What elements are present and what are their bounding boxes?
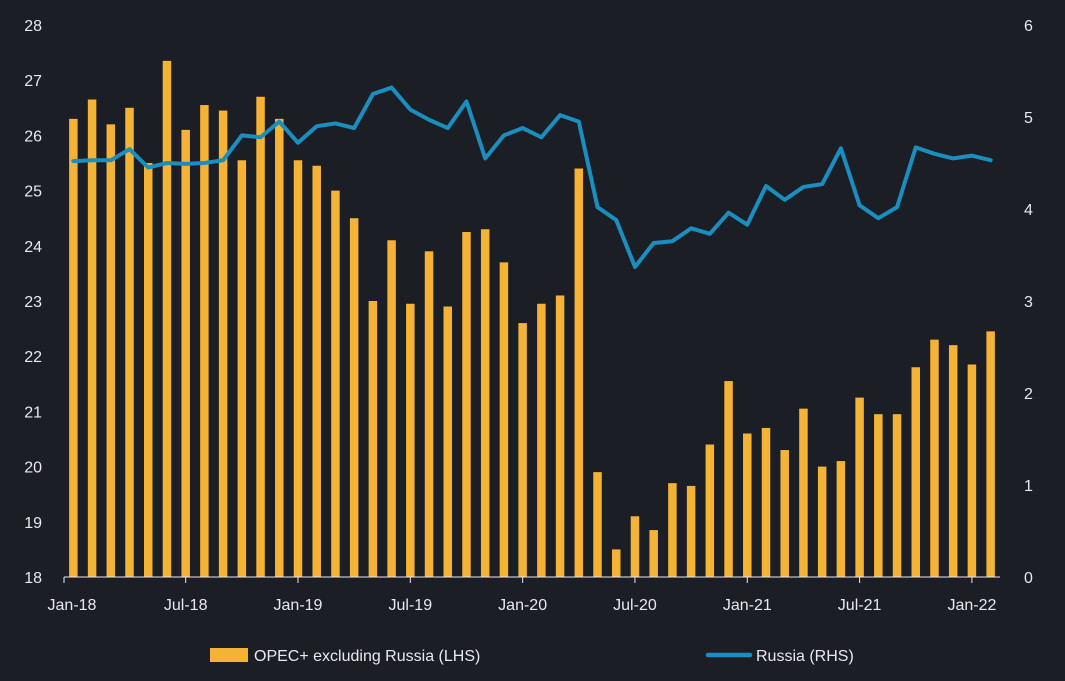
y-left-tick-label: 27 <box>24 73 42 90</box>
y-left-tick-label: 26 <box>24 128 42 145</box>
bar <box>87 99 97 578</box>
bar <box>743 433 752 577</box>
bar <box>686 485 696 577</box>
bar <box>948 345 958 577</box>
bar <box>200 105 209 577</box>
y-left-tick-label: 19 <box>24 515 42 532</box>
bar <box>668 483 677 577</box>
bar <box>574 168 584 577</box>
bar <box>611 549 621 577</box>
bar <box>181 129 190 577</box>
bar <box>143 163 153 577</box>
bar <box>986 331 995 577</box>
y-left-tick-label: 24 <box>24 239 42 256</box>
x-tick-label: Jan-18 <box>48 597 97 614</box>
bar <box>331 190 340 577</box>
bar <box>406 303 415 577</box>
bar <box>480 229 490 578</box>
line-series <box>71 85 993 269</box>
bar <box>724 381 733 577</box>
bar <box>911 367 921 577</box>
y-left-tick-label: 20 <box>24 460 42 477</box>
bar <box>125 107 134 578</box>
y-left-tick-label: 23 <box>24 294 42 311</box>
bar <box>930 339 939 577</box>
bar <box>630 516 640 577</box>
bar <box>649 530 658 577</box>
y-left-tick-label: 28 <box>24 18 42 35</box>
bar <box>855 397 864 577</box>
y-right-tick-label: 2 <box>1024 386 1033 403</box>
y-left-tick-label: 25 <box>24 184 42 201</box>
bar <box>537 303 546 577</box>
y-left-tick-label: 21 <box>24 404 42 421</box>
legend: OPEC+ excluding Russia (LHS) Russia (RHS… <box>210 648 854 665</box>
bar <box>312 165 321 577</box>
bar <box>555 295 565 577</box>
y-right-tick-label: 1 <box>1024 478 1033 495</box>
x-tick-label: Jan-22 <box>947 597 996 614</box>
bar <box>462 232 471 577</box>
bar <box>499 262 509 577</box>
x-tick-label: Jul-19 <box>389 597 433 614</box>
bar <box>780 450 789 577</box>
x-tick-label: Jul-18 <box>164 597 208 614</box>
y-left-tick-label: 22 <box>24 349 42 366</box>
y-right-tick-label: 0 <box>1024 570 1033 587</box>
bar <box>836 461 846 577</box>
bar <box>761 427 771 577</box>
bar <box>874 414 883 577</box>
x-tick-label: Jul-21 <box>838 597 882 614</box>
bar <box>443 306 453 577</box>
bar <box>106 124 116 578</box>
bar <box>593 472 602 577</box>
bar <box>256 96 265 577</box>
legend-label-bar: OPEC+ excluding Russia (LHS) <box>254 648 480 665</box>
bar <box>218 110 228 577</box>
bar <box>368 301 378 577</box>
bar <box>705 444 715 577</box>
bar-series <box>69 60 995 578</box>
bar <box>293 160 303 578</box>
y-right-tick-label: 5 <box>1024 110 1033 127</box>
bar <box>892 414 902 577</box>
bar <box>518 323 527 577</box>
bar <box>162 60 172 577</box>
bar <box>817 466 827 577</box>
bar <box>387 240 396 577</box>
bar <box>424 251 434 577</box>
y-right-tick-label: 3 <box>1024 294 1033 311</box>
legend-label-line: Russia (RHS) <box>756 648 854 665</box>
bar <box>275 118 284 577</box>
x-tick-label: Jan-20 <box>498 597 547 614</box>
bar <box>69 118 78 577</box>
bar <box>237 160 247 578</box>
y-left-tick-label: 18 <box>24 570 42 587</box>
bar <box>967 364 977 577</box>
legend-swatch-bar <box>210 648 248 662</box>
x-tick-label: Jan-21 <box>723 597 772 614</box>
x-tick-label: Jan-19 <box>274 597 323 614</box>
y-right-tick-label: 4 <box>1024 202 1033 219</box>
russia-line <box>71 85 993 269</box>
x-tick-label: Jul-20 <box>613 597 657 614</box>
bar <box>349 218 359 577</box>
y-right-tick-label: 6 <box>1024 18 1033 35</box>
bar <box>799 408 808 577</box>
